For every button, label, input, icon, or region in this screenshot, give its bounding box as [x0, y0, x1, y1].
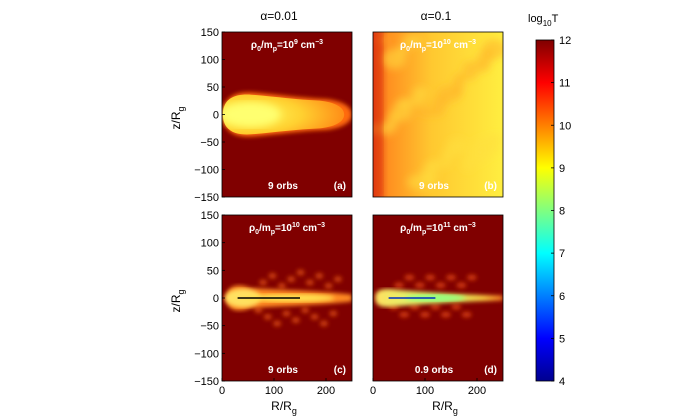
panel-c-letter: (c)	[334, 365, 346, 376]
colorbar-tick-label: 6	[559, 291, 565, 303]
panel-b: ρ0/mp=1010 cm−3 9 orbs (b)	[372, 31, 504, 198]
panel-c-orbits: 9 orbs	[268, 365, 298, 376]
y-tick-label: −150	[194, 192, 219, 204]
panel-a: ρ0/mp=109 cm−3 9 orbs (a) 150 100 50 0 −50 −100 −…	[194, 27, 353, 204]
panel-d: ρ0/mp=1011 cm−3 0.9 orbs (d) 0 100 200	[370, 214, 504, 397]
panel-b-turbulence	[373, 35, 503, 190]
x-tick-label: 100	[265, 385, 283, 397]
panel-d-letter: (d)	[484, 365, 497, 376]
y-axis-label-top: z/Rg	[169, 106, 186, 129]
y-tick-label: −50	[200, 321, 219, 333]
y-tick-label: 100	[201, 55, 219, 67]
panel-b-letter: (b)	[484, 181, 497, 192]
y-tick-label: 150	[201, 27, 219, 39]
y-tick-label: 150	[201, 210, 219, 222]
x-tick-label: 0	[370, 385, 376, 397]
panel-b-orbits: 9 orbs	[419, 181, 449, 192]
y-tick-label: −150	[194, 376, 219, 388]
panels-group: ρ0/mp=109 cm−3 9 orbs (a) 150 100 50 0 −50 −100 −…	[194, 27, 504, 397]
x-axis-label-right: R/Rg	[432, 399, 458, 416]
panel-b-frame	[372, 31, 504, 198]
y-axis-label-bottom: z/Rg	[169, 289, 186, 312]
colorbar-tick-label: 12	[559, 35, 571, 47]
y-tick-label: 0	[213, 293, 219, 305]
colorbar-tick-label: 10	[559, 120, 571, 132]
panel-a-orbits: 9 orbs	[268, 181, 298, 192]
column-title-right: α=0.1	[421, 9, 452, 23]
x-tick-label: 200	[468, 385, 486, 397]
panel-d-flow	[375, 274, 503, 318]
panel-d-density-label: ρ0/mp=1011 cm−3	[400, 222, 476, 236]
x-tick-label: 0	[219, 385, 225, 397]
colorbar-label: log10T	[528, 13, 559, 28]
x-tick-label: 100	[416, 385, 434, 397]
colorbar-tick-label: 7	[559, 248, 565, 260]
y-tick-label: 100	[201, 238, 219, 250]
colorbar-tick-label: 11	[559, 78, 570, 90]
colorbar-ticks: 4 5 6 7 8 9 10 11 12	[551, 35, 571, 388]
colorbar-tick-label: 4	[559, 376, 565, 388]
column-title-left: α=0.01	[260, 9, 298, 23]
panel-a-density-label: ρ0/mp=109 cm−3	[251, 39, 323, 53]
y-tick-label: −100	[194, 165, 219, 177]
colorbar-tick-label: 9	[559, 163, 565, 175]
x-axis-label-left: R/Rg	[271, 399, 297, 416]
panel-a-flow	[222, 92, 352, 137]
y-tick-label: −50	[200, 137, 219, 149]
panel-c: ρ0/mp=1010 cm−3 9 orbs (c) 150 100 50 0 −50 −100…	[194, 210, 353, 397]
panel-b-density-label: ρ0/mp=1010 cm−3	[400, 39, 476, 53]
panel-d-orbits: 0.9 orbs	[415, 365, 454, 376]
y-tick-label: −100	[194, 348, 219, 360]
y-tick-label: 50	[207, 82, 219, 94]
panel-c-density-label: ρ0/mp=1010 cm−3	[249, 222, 325, 236]
panel-a-letter: (a)	[334, 181, 346, 192]
x-tick-label: 200	[317, 385, 335, 397]
colorbar-tick-label: 5	[559, 333, 565, 345]
y-tick-label: 50	[207, 265, 219, 277]
y-tick-label: 0	[213, 110, 219, 122]
colorbar-tick-label: 8	[559, 206, 565, 218]
panel-d-frame	[372, 214, 504, 382]
